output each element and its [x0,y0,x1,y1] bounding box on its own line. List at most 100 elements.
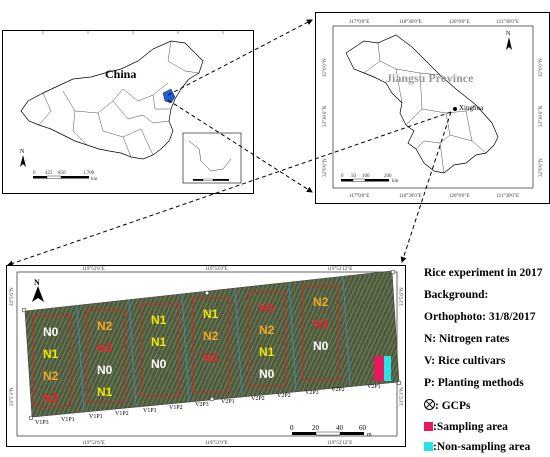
jiangsu-outline [345,34,499,174]
field-bottom-tick: 119°53'12"E [327,441,352,446]
legend-orthophoto: Orthophoto: 31/8/2017 [424,311,536,323]
plot-label: N3 [43,391,59,405]
field-north-label: N [34,278,40,287]
field-right-tick: 33°5'3"N [400,387,405,406]
jiangsu-bottom-tick: 117°0'0"E [349,194,369,199]
field-top-tick: 119°53'12"E [327,267,352,272]
china-north-label: N [20,149,25,155]
plot-cultivar-label: V2P3 [305,390,319,396]
jiangsu-left-tick: 32°0'0"N [323,158,328,177]
jiangsu-bottom-tick: 118°30'0"E [399,194,422,199]
plot-label: N0 [97,363,113,377]
jiangsu-bottom-tick: 120°0'0"E [449,194,470,199]
gcp-icon [424,399,435,410]
legend-title: Rice experiment in 2017 [424,267,543,279]
plot-label: N2 [43,369,59,383]
china-label: China [105,67,137,81]
china-scale-bar [33,175,89,179]
china-map: N 0 425 850 1,700 km [20,31,242,184]
non-sampling-area-patch [384,356,391,381]
jiangsu-bottom-tick: 121°30'0"E [496,194,519,199]
china-scale-unit: km [91,177,98,182]
sampling-label: :Sampling area [433,421,508,433]
field-bottom-tick: 119°53'6"E [82,441,105,446]
plot-cultivar-label: V1P2 [169,405,183,411]
jiangsu-right-tick: 35°0'0"N [539,58,544,77]
gcp-label: : GCPs [435,400,471,412]
jiangsu-right-tick: 32°0'0"N [539,158,544,177]
china-scale-tick: 850 [58,171,66,176]
china-scale-tick: 0 [33,171,36,176]
plot-cultivar-label: V2P1 [367,384,381,390]
plot-label: N1 [203,307,219,321]
jiangsu-map: N 117°0'0"E 118°30'0"E 120°0'0"E 121°30'… [323,20,544,199]
jiangsu-scale-tick: 200 [384,174,392,179]
non-sampling-swatch [424,442,433,451]
plot-label: N1 [151,313,167,327]
field-scale-bar [292,431,364,436]
jiangsu-scale-bar [341,178,389,182]
plot-cultivar-label: V2P2 [251,396,265,402]
plot-label: N2 [259,323,275,337]
field-map-panel: N 119°53'6"E 119°53'9"E 119°53'12"E 119°… [6,265,406,447]
china-north-arrow [20,155,26,167]
field-map: N 119°53'6"E 119°53'9"E 119°53'12"E 119°… [10,267,405,446]
plot-cultivar-label: V2P2 [277,393,291,399]
plot-label: N3 [203,351,219,365]
plot-cultivar-label: V1P3 [35,420,49,426]
jiangsu-top-tick: 120°0'0"E [449,20,470,25]
legend-sampling: :Sampling area [424,421,508,433]
plot-label: N2 [97,319,113,333]
plot-cultivar-label: V1P2 [115,411,129,417]
xinghua-marker [453,107,457,111]
plot-label: N0 [43,325,59,339]
plot-cultivar-label: V1P1 [89,414,103,420]
legend-cultivars: V: Rice cultivars [424,355,506,367]
plot-label: N3 [97,341,113,355]
field-left-tick: 33°5'6"N [10,287,15,306]
plot-cultivar-label: V1P1 [61,417,75,423]
xinghua-label: Xinghua [459,104,484,112]
jiangsu-scale-tick: 0 [341,174,344,179]
field-scale-unit: m [367,432,372,438]
jiangsu-top-tick: 121°30'0"E [496,20,519,25]
plot-label: N2 [313,295,329,309]
plot-label: N0 [151,357,167,371]
inset-scale-bar [193,178,229,181]
plot-label: N1 [97,385,113,399]
plot-label: N1 [43,347,59,361]
field-scale-tick: 20 [312,424,320,432]
jiangsu-scale-tick: 50 [351,174,357,179]
plot-label: N3 [313,317,329,331]
jiangsu-right-tick: 33°30'0"N [539,106,544,127]
plot-cultivar-label: V1P1 [143,408,157,414]
field-area [24,270,400,418]
plot-label: N0 [313,339,329,353]
china-scale-tick: 425 [45,171,53,176]
jiangsu-left-tick: 35°0'0"N [323,58,328,77]
legend-nitrogen: N: Nitrogen rates [424,333,510,345]
non-sampling-label: :Non-sampling area [433,441,531,453]
jiangsu-province-label: Jiangsu Province [386,71,474,85]
china-map-panel: N 0 425 850 1,700 km China [2,30,254,194]
legend-planting: P: Planting methods [424,377,524,389]
field-scale-tick: 40 [336,424,344,432]
jiangsu-top-tick: 117°0'0"E [349,20,369,25]
china-scale-tick: 1,700 [83,171,95,176]
jiangsu-map-panel: N 117°0'0"E 118°30'0"E 120°0'0"E 121°30'… [315,12,550,204]
field-scale-tick: 60 [359,424,367,432]
legend-background: Background: [424,289,489,301]
legend-non-sampling: :Non-sampling area [424,441,530,453]
field-scale-tick: 0 [290,424,294,432]
legend-gcp: : GCPs [424,399,470,412]
plot-label: N1 [151,335,167,349]
field-right-tick: 33°5'6"N [400,287,405,306]
sampling-swatch [424,422,433,431]
plot-cultivar-label: V2P2 [331,387,345,393]
jiangsu-north-arrow [506,37,512,50]
sampling-area-patch [374,356,384,381]
field-bottom-tick: 119°53'9"E [205,441,228,446]
china-outline [20,40,204,160]
field-top-tick: 119°53'9"E [205,267,228,272]
plot-label: N0 [259,367,275,381]
